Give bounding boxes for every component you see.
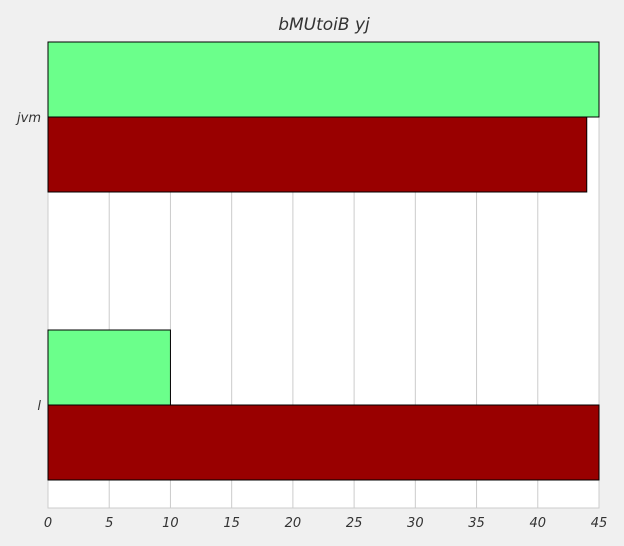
x-tick-label: 20 [285, 516, 302, 531]
bar-jvm-series-1 [47, 41, 600, 118]
bar-l-series-1 [47, 329, 171, 406]
y-tick-labels: jvm l [15, 111, 41, 414]
bar-l-series-2 [47, 404, 600, 481]
bars [47, 41, 600, 481]
bar-jvm-series-2 [47, 116, 588, 193]
x-tick-label: 15 [223, 516, 240, 531]
x-tick-label: 5 [105, 516, 113, 531]
x-tick-label: 25 [346, 516, 363, 531]
chart-title: bMUtoiB yj [278, 15, 370, 35]
x-tick-labels: 0 5 10 15 20 25 30 35 40 45 [44, 516, 607, 531]
x-tick-label: 0 [44, 516, 52, 531]
x-tick-label: 30 [407, 516, 424, 531]
x-tick-label: 35 [468, 516, 485, 531]
y-tick-label: jvm [15, 111, 41, 126]
y-tick-label: l [37, 399, 41, 414]
x-tick-label: 10 [162, 516, 179, 531]
x-tick-label: 45 [591, 516, 608, 531]
x-tick-label: 40 [530, 516, 547, 531]
